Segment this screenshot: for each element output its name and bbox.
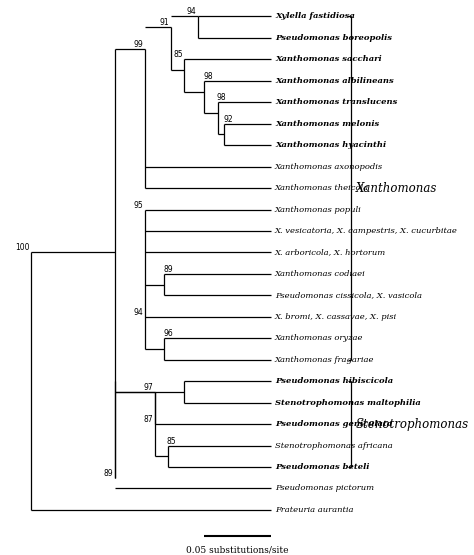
Text: Stenotrophomonas: Stenotrophomonas (356, 417, 469, 431)
Text: 89: 89 (103, 469, 113, 478)
Text: 89: 89 (164, 265, 173, 274)
Text: Stenotrophomonas maltophilia: Stenotrophomonas maltophilia (275, 398, 421, 407)
Text: 98: 98 (217, 93, 227, 102)
Text: 96: 96 (164, 329, 173, 338)
Text: Pseudomonas beteli: Pseudomonas beteli (275, 463, 369, 471)
Text: Pseudomonas geniculata: Pseudomonas geniculata (275, 420, 392, 428)
Text: 95: 95 (133, 200, 143, 209)
Text: 85: 85 (173, 51, 183, 59)
Text: Pseudomonas pictorum: Pseudomonas pictorum (275, 485, 374, 492)
Text: Stenotrophomonas africana: Stenotrophomonas africana (275, 442, 393, 450)
Text: Xanthomonas theicola: Xanthomonas theicola (275, 184, 369, 192)
Text: Xanthomonas fragariae: Xanthomonas fragariae (275, 356, 374, 364)
Text: Xanthomonas populi: Xanthomonas populi (275, 205, 362, 214)
Text: X. vesicatoria, X. campestris, X. cucurbitae: X. vesicatoria, X. campestris, X. cucurb… (275, 227, 458, 235)
Text: Xanthomonas codiaei: Xanthomonas codiaei (275, 270, 366, 278)
Text: Pseudomonas cissicola, X. vasicola: Pseudomonas cissicola, X. vasicola (275, 291, 422, 299)
Text: Xanthomonas melonis: Xanthomonas melonis (275, 120, 379, 128)
Text: 87: 87 (143, 415, 153, 424)
Text: 94: 94 (133, 308, 143, 317)
Text: 98: 98 (203, 72, 213, 81)
Text: 92: 92 (223, 115, 233, 124)
Text: Xanthomonas albilineans: Xanthomonas albilineans (275, 77, 394, 85)
Text: 97: 97 (143, 383, 153, 392)
Text: 100: 100 (15, 244, 30, 253)
Text: Frateuria aurantia: Frateuria aurantia (275, 506, 354, 514)
Text: 0.05 substitutions/site: 0.05 substitutions/site (186, 545, 289, 554)
Text: Pseudomonas boreopolis: Pseudomonas boreopolis (275, 34, 392, 42)
Text: 99: 99 (133, 39, 143, 49)
Text: 91: 91 (160, 18, 170, 27)
Text: Xylella fastidiosa: Xylella fastidiosa (275, 12, 355, 21)
Text: Pseudomonas hibiscicola: Pseudomonas hibiscicola (275, 377, 393, 385)
Text: Xanthomonas hyacinthi: Xanthomonas hyacinthi (275, 141, 386, 149)
Text: 94: 94 (186, 7, 196, 17)
Text: X. bromi, X. cassavae, X. pisi: X. bromi, X. cassavae, X. pisi (275, 313, 397, 321)
Text: Xanthomonas axonopodis: Xanthomonas axonopodis (275, 163, 383, 170)
Text: Xanthomonas translucens: Xanthomonas translucens (275, 98, 397, 106)
Text: Xanthomonas: Xanthomonas (356, 181, 437, 195)
Text: Xanthomonas sacchari: Xanthomonas sacchari (275, 56, 382, 63)
Text: Xanthomonas oryzae: Xanthomonas oryzae (275, 334, 364, 342)
Text: 85: 85 (167, 437, 176, 446)
Text: X. arboricola, X. hortorum: X. arboricola, X. hortorum (275, 249, 386, 256)
